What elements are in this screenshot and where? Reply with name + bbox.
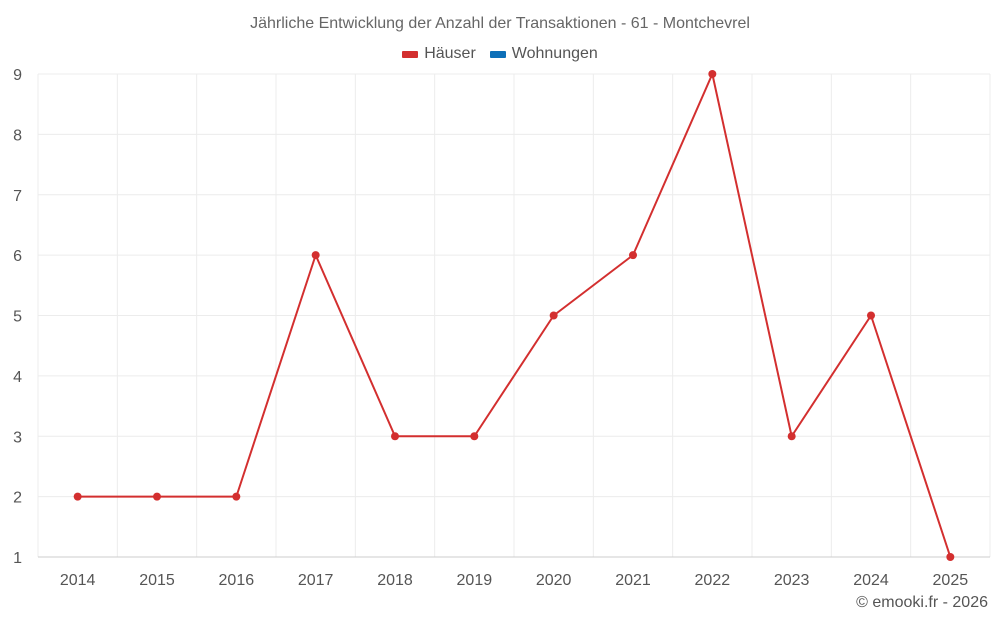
credit-text: © emooki.fr - 2026 <box>856 594 988 611</box>
data-point <box>153 492 161 501</box>
legend-item-haeuser[interactable]: Häuser <box>402 45 476 63</box>
legend-item-wohnungen[interactable]: Wohnungen <box>489 45 598 63</box>
legend: Häuser Wohnungen <box>0 45 1000 63</box>
y-tick-label: 8 <box>13 127 22 144</box>
y-tick-label: 4 <box>13 369 22 386</box>
y-tick-label: 9 <box>13 67 22 84</box>
data-point <box>470 432 479 441</box>
data-point <box>867 311 875 320</box>
legend-label-wohnungen: Wohnungen <box>511 45 598 62</box>
x-tick-label: 2017 <box>298 572 334 589</box>
data-point <box>232 492 241 501</box>
data-point <box>549 311 558 320</box>
chart-title: Jährliche Entwicklung der Anzahl der Tra… <box>250 15 750 32</box>
y-tick-label: 2 <box>13 490 22 507</box>
data-point <box>311 251 320 260</box>
x-tick-label: 2016 <box>219 572 255 589</box>
x-tick-label: 2014 <box>60 572 96 589</box>
data-point <box>391 432 399 441</box>
series-line-0 <box>77 73 952 558</box>
data-point <box>73 492 82 501</box>
x-tick-label: 2024 <box>853 572 889 589</box>
data-point <box>708 70 717 78</box>
data-point <box>787 432 796 441</box>
data-point <box>946 553 955 561</box>
y-tick-label: 6 <box>13 248 22 265</box>
x-tick-label: 2018 <box>377 572 413 589</box>
x-tick-label: 2015 <box>139 572 175 589</box>
x-tick-label: 2020 <box>536 572 572 589</box>
data-point <box>629 251 637 260</box>
x-tick-label: 2025 <box>933 572 969 589</box>
legend-swatch-wohnungen <box>489 50 506 58</box>
x-tick-label: 2021 <box>615 572 651 589</box>
x-tick-label: 2019 <box>457 572 493 589</box>
x-tick-label: 2022 <box>695 572 731 589</box>
legend-label-haeuser: Häuser <box>424 45 476 62</box>
y-tick-label: 3 <box>13 429 22 446</box>
y-tick-label: 5 <box>13 309 22 326</box>
legend-swatch-haeuser <box>402 50 419 58</box>
y-tick-label: 7 <box>13 188 22 205</box>
y-tick-label: 1 <box>13 550 22 567</box>
x-tick-label: 2023 <box>774 572 810 589</box>
